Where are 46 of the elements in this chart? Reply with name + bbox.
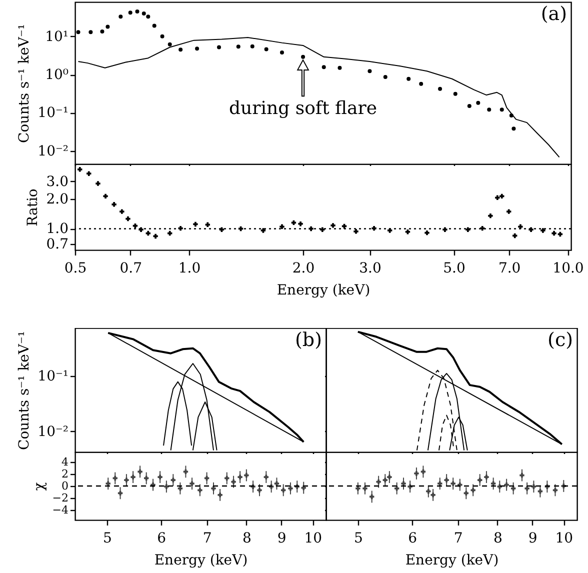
x-tick-label: 8 <box>493 530 502 546</box>
y-tick-label: −2 <box>52 491 68 504</box>
x-tick-label: 6 <box>408 530 418 546</box>
x-tick-label: 8 <box>242 530 252 546</box>
y-tick-label: 2 <box>62 468 68 481</box>
x-tick-label: 10.0 <box>552 260 584 276</box>
x-tick-label: 7 <box>454 530 463 546</box>
y-tick-label: 3.0 <box>46 174 68 190</box>
x-tick-label: 5 <box>354 530 363 546</box>
y-tick-label: −4 <box>52 503 68 516</box>
y-tick-label: 10⁰ <box>45 67 69 84</box>
x-axis-title: Energy (keV) <box>405 552 499 568</box>
y-tick-label: 2.0 <box>46 191 68 208</box>
x-axis-title: Energy (keV) <box>154 552 248 568</box>
x-tick-label: 10 <box>555 530 574 546</box>
y-tick-label: 4 <box>62 456 68 469</box>
x-tick-label: 0.7 <box>120 260 142 276</box>
x-tick-label: 7 <box>202 530 212 546</box>
y-tick-label: 1.0 <box>46 221 68 238</box>
annotation: (b) <box>295 329 322 351</box>
y-axis-title: Ratio <box>25 188 42 226</box>
y-axis-title: Counts s⁻¹ keV⁻¹ <box>16 331 33 450</box>
x-tick-label: 1.0 <box>178 260 201 276</box>
y-axis-title: Counts s⁻¹ keV⁻¹ <box>16 24 33 143</box>
annotation: (c) <box>548 329 573 351</box>
x-tick-label: 6 <box>157 530 166 546</box>
y-tick-label: 10⁻¹ <box>38 105 68 122</box>
annotation: during soft flare <box>229 98 378 120</box>
x-tick-label: 5.0 <box>443 260 466 276</box>
x-tick-label: 9 <box>277 530 286 546</box>
x-tick-label: 5 <box>102 530 112 546</box>
x-tick-label: 7.0 <box>498 260 521 276</box>
x-tick-label: 10 <box>304 530 322 546</box>
y-tick-label: 0.7 <box>46 236 68 253</box>
annotation: (a) <box>540 3 567 25</box>
x-axis-title: Energy (keV) <box>276 282 370 298</box>
y-tick-label: 10⁻² <box>38 424 68 440</box>
y-tick-label: 0 <box>62 480 68 492</box>
y-tick-label: 10⁻¹ <box>38 368 68 385</box>
y-tick-label: 10¹ <box>45 28 68 45</box>
y-tick-label: 10⁻² <box>38 143 68 160</box>
x-tick-label: 0.5 <box>64 260 87 276</box>
x-tick-label: 3.0 <box>359 260 382 276</box>
y-axis-title: χ <box>31 482 48 491</box>
x-tick-label: 2.0 <box>292 260 315 276</box>
x-tick-label: 9 <box>528 530 538 546</box>
